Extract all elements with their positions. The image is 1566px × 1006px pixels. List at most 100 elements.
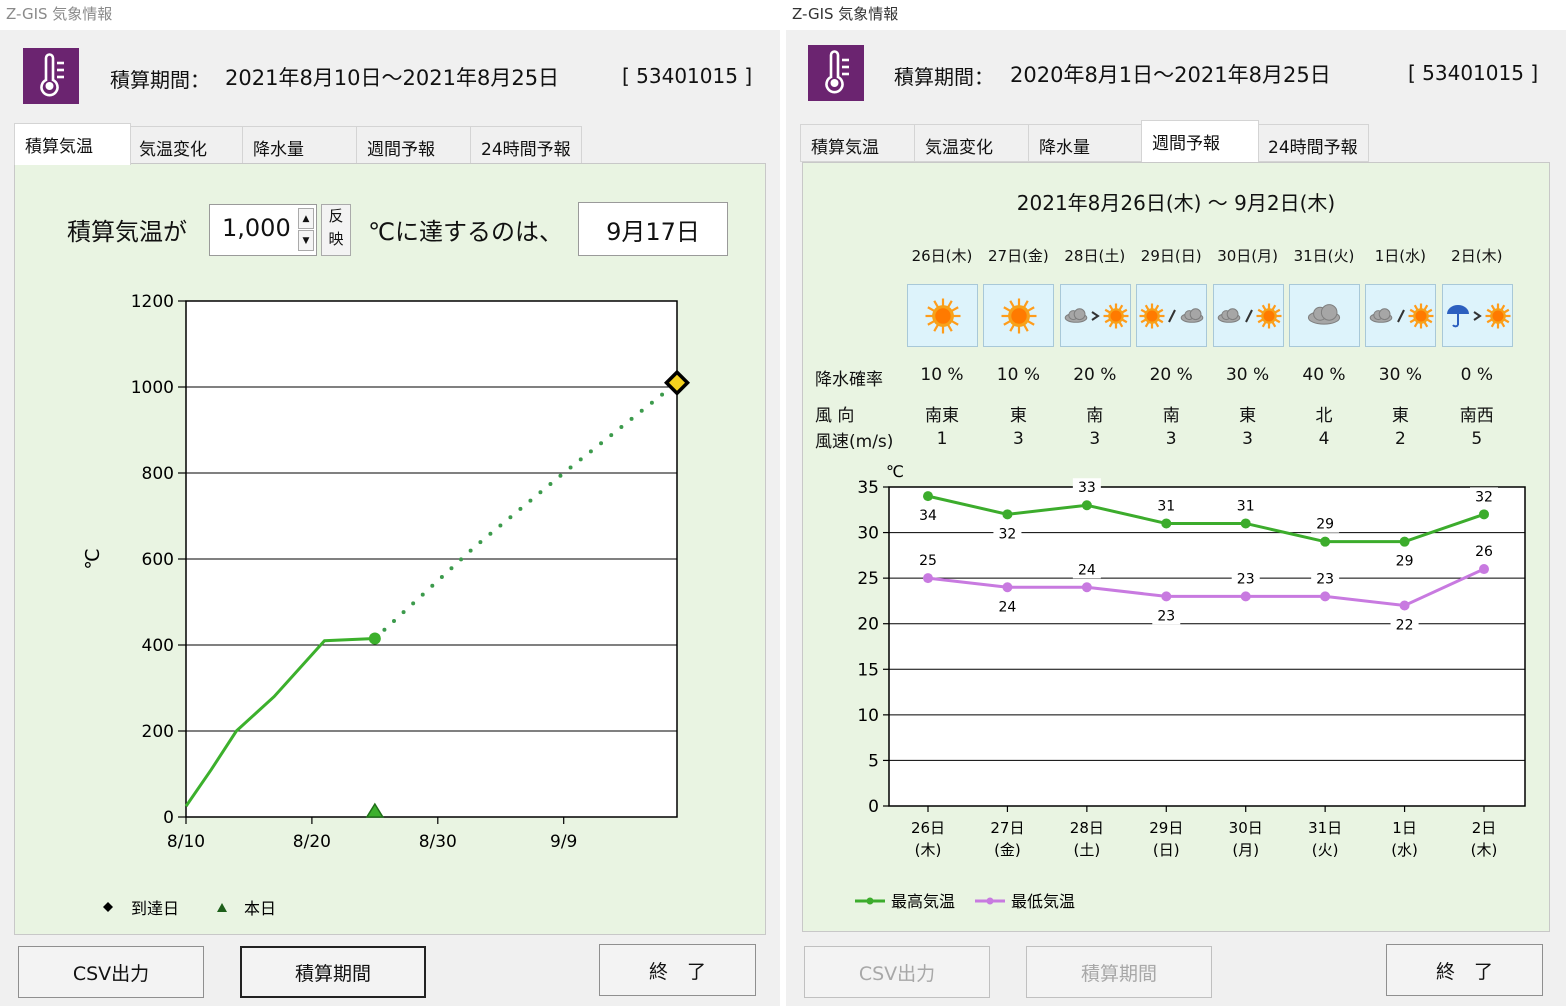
legend-label: 本日 (244, 899, 276, 918)
y-tick-label: 0 (163, 808, 174, 828)
data-label-bg (914, 506, 942, 525)
wind-dir-value: 東 (1009, 406, 1027, 426)
sun-or-cloud-icon (1136, 284, 1208, 347)
max-temp-label: 29 (1396, 554, 1414, 570)
forecast-day-label: 26日(木) (911, 247, 973, 265)
wind-dir-value: 北 (1315, 406, 1333, 426)
period-button[interactable]: 積算期間 (1026, 946, 1212, 998)
tab-weekly-forecast[interactable]: 週間予報 (1141, 120, 1259, 162)
csv-export-button[interactable]: CSV出力 (804, 946, 990, 998)
tab-weekly-forecast[interactable]: 週間予報 (356, 126, 471, 164)
y-tick-label: 800 (142, 464, 174, 484)
data-label-bg (993, 524, 1022, 543)
max-temp-label: 32 (1475, 489, 1493, 505)
precip-label: 降水確率 (815, 370, 883, 390)
forecast-day-label: 29日(日) (1140, 247, 1202, 265)
csv-export-button[interactable]: CSV出力 (18, 946, 204, 998)
apply-button[interactable]: 反映 (321, 204, 351, 256)
min-temp-point (1479, 564, 1489, 575)
data-label-bg (1072, 560, 1101, 579)
legend-label: 到達日 (131, 899, 179, 918)
location-code: [ 53401015 ] (1408, 61, 1539, 85)
forecast-day-label: 27日(金) (987, 247, 1049, 265)
precip-value: 40 % (1302, 365, 1346, 385)
max-temp-label: 31 (1237, 498, 1255, 514)
tab-temp-change[interactable]: 気温変化 (128, 126, 243, 164)
period-label: 積算期間： (110, 68, 210, 92)
y-tick-label: 200 (142, 722, 174, 742)
min-temp-label: 23 (1157, 608, 1175, 624)
x-tick-label: 26日 (911, 819, 945, 837)
spin-down-button[interactable]: ▼ (298, 230, 314, 251)
tab-precipitation[interactable]: 降水量 (242, 126, 357, 164)
max-temp-point (1081, 500, 1092, 511)
wind-dir-value: 南東 (925, 406, 959, 426)
title-bar: Z-GIS 気象情報 (786, 0, 1566, 30)
today-marker (365, 802, 385, 818)
tab-temp-change[interactable]: 気温変化 (914, 124, 1029, 162)
period-label: 積算期間： (894, 65, 994, 89)
thermometer-icon (808, 45, 864, 101)
max-temp-label: 34 (919, 508, 937, 524)
x-tick-label: (日) (1153, 841, 1180, 859)
data-label-bg (1390, 615, 1419, 634)
cloud-then-sun-icon (1059, 284, 1131, 347)
sun-icon (907, 284, 978, 347)
precip-value: 20 % (1149, 365, 1193, 385)
x-tick-label: 28日 (1070, 819, 1104, 837)
period-value: 2020年8月1日～2021年8月25日 (1010, 63, 1331, 87)
target-value-input[interactable]: 1,000 ▲ ▼ (209, 204, 317, 256)
period-button[interactable]: 積算期間 (240, 946, 426, 998)
x-tick-label: (木) (1471, 841, 1498, 859)
max-temp-point (1161, 518, 1172, 529)
legend-min-marker (986, 897, 994, 905)
x-tick-label: (土) (1073, 841, 1100, 859)
y-tick-label: 1000 (131, 378, 174, 398)
tab-24h-forecast[interactable]: 24時間予報 (1257, 124, 1369, 162)
wind-dir-value: 東 (1239, 406, 1257, 426)
data-label-bg (914, 551, 942, 570)
tab-cumulative-temp[interactable]: 積算気温 (14, 123, 131, 165)
forecast-day-label: 1日(水) (1374, 247, 1427, 265)
x-tick-label: (火) (1312, 841, 1339, 859)
cloud-icon (1289, 284, 1360, 347)
tab-precipitation[interactable]: 降水量 (1028, 124, 1143, 162)
x-tick-label: (金) (994, 841, 1021, 859)
spin-up-button[interactable]: ▲ (298, 208, 314, 229)
window-title: Z-GIS 気象情報 (792, 5, 899, 23)
data-label-bg (1072, 478, 1101, 497)
data-label-bg (1390, 551, 1419, 570)
min-temp-label: 24 (999, 599, 1017, 615)
wind-speed-value: 3 (1242, 429, 1253, 449)
x-tick-label: (水) (1391, 841, 1418, 859)
wind-speed-value: 1 (936, 429, 948, 449)
data-label-bg (1231, 496, 1260, 515)
actual-series-line (184, 637, 375, 808)
legend-diamond-icon (103, 902, 113, 912)
wind-speed-value: 2 (1394, 429, 1406, 449)
x-tick-label: 30日 (1229, 819, 1263, 837)
tab-cumulative-temp[interactable]: 積算気温 (800, 124, 915, 162)
min-temp-point (923, 573, 933, 584)
precip-value: 30 % (1378, 365, 1422, 385)
min-temp-label: 26 (1475, 544, 1493, 560)
legend-max-label: 最高気温 (891, 892, 955, 911)
data-label-bg (1231, 569, 1260, 588)
y-tick-label: 5 (868, 751, 879, 771)
weekly-forecast-window: Z-GIS 気象情報 積算期間： 2020年8月1日～2021年8月25日 [ … (786, 0, 1566, 1006)
precip-value: 30 % (1225, 365, 1270, 385)
max-temp-point (923, 491, 933, 502)
tab-24h-forecast[interactable]: 24時間予報 (470, 126, 582, 164)
temperature-chart: 0 5 10 15 20 25 30 35 ℃ 26日 (木) 27日 (金) 28日 (土) 29日 (日) 3… (855, 462, 1526, 911)
wind-speed-label: 風速(m/s) (815, 432, 894, 452)
min-temp-point (1161, 591, 1172, 602)
y-tick-label: 1200 (131, 292, 174, 312)
x-tick-label: 9/9 (550, 832, 577, 852)
exit-button[interactable]: 終 了 (1386, 944, 1543, 996)
wind-dir-label: 風 向 (815, 406, 855, 426)
weekly-forecast-panel: 2021年8月26日(木) ～ 9月2日(木) 26日(木) 10 % 南東 1 27日… (802, 162, 1550, 932)
period-value: 2021年8月10日～2021年8月25日 (225, 66, 560, 90)
max-temp-label: 33 (1078, 480, 1096, 496)
exit-button[interactable]: 終 了 (599, 944, 756, 996)
data-label-bg (1470, 542, 1498, 561)
